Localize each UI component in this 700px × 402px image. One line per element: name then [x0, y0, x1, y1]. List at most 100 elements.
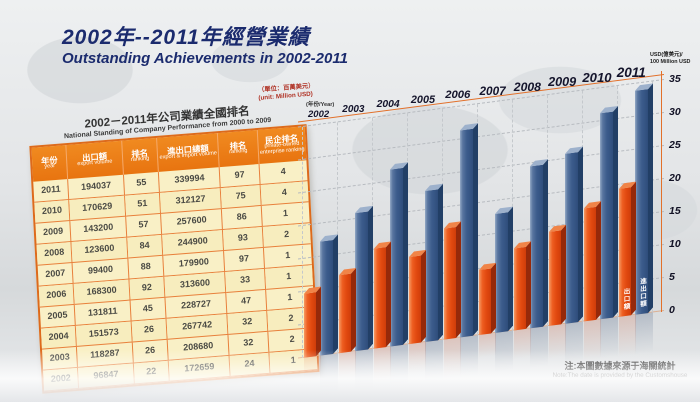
bar-front-face: 進出口額 — [635, 88, 648, 315]
page-title-en: Outstanding Achievements in 2002-2011 — [62, 50, 348, 68]
bar-side-face — [508, 206, 513, 332]
bar-group-2002 — [304, 113, 340, 396]
bar-group-2006 — [444, 95, 480, 379]
export-volume-bar — [409, 249, 426, 345]
page-title: 2002年--2011年經營業績 Outstanding Achievement… — [62, 26, 348, 67]
total-volume-bar — [530, 159, 548, 329]
page-title-zh: 2002年--2011年經營業績 — [62, 26, 310, 49]
bar-front-face — [584, 206, 596, 322]
bar-side-face — [368, 205, 373, 350]
bar-front-face — [600, 111, 613, 320]
bar-front-face — [444, 227, 456, 340]
table-cell: 2006 — [38, 283, 76, 308]
column-header: 進出口總額 export & import volume — [157, 133, 220, 172]
bar-group-2008 — [514, 86, 550, 369]
bar-front-face — [425, 189, 438, 343]
y-axis-tick: 5 — [669, 271, 675, 283]
export-volume-bar — [374, 241, 391, 349]
bar-side-face — [456, 221, 461, 339]
bar-reflection — [635, 312, 653, 355]
y-axis-tick: 25 — [669, 139, 681, 151]
y-axis-tick: 0 — [669, 304, 675, 316]
bar-group-2011: 進出口額 出口額 — [619, 72, 655, 357]
bar-front-face — [409, 255, 421, 345]
total-volume-bar — [565, 146, 583, 324]
y-axis-unit-label: USD(億美元)/ 100 Million USD — [650, 52, 690, 66]
bar-label: 進出口額 — [638, 277, 646, 309]
y-axis-tick: 35 — [669, 73, 681, 85]
bar-front-face — [355, 211, 368, 352]
table-cell: 26 — [131, 318, 168, 343]
bar-side-face — [491, 262, 496, 334]
bar-front-face — [530, 165, 543, 329]
column-header: 排名 ranking — [121, 137, 160, 175]
table-cell: 57 — [125, 213, 163, 238]
total-volume-bar — [355, 205, 373, 352]
bar-side-face — [613, 106, 618, 318]
bar-front-face: 出口額 — [619, 187, 631, 317]
bar-front-face — [390, 168, 403, 347]
bar-front-face — [479, 268, 491, 336]
total-volume-bar: 進出口額 — [635, 83, 653, 315]
table-cell: 51 — [124, 192, 162, 217]
total-volume-bar — [495, 206, 513, 333]
bar-front-face — [460, 128, 473, 338]
total-volume-bar — [390, 162, 408, 347]
table-cell: 2005 — [39, 304, 77, 329]
bar-side-face — [316, 286, 321, 357]
bar-side-face — [561, 224, 566, 325]
table-cell: 55 — [123, 171, 161, 196]
y-axis-tick: 10 — [669, 238, 681, 250]
gridline-vertical — [302, 126, 303, 359]
export-volume-bar — [304, 286, 321, 358]
bar-side-face — [526, 241, 531, 329]
export-volume-bar — [514, 241, 531, 331]
table-cell: 2011 — [33, 178, 70, 203]
bar-front-face — [320, 239, 333, 356]
bar-side-face — [403, 162, 408, 345]
bar-group-2005 — [409, 99, 445, 383]
table-cell: 2010 — [34, 199, 71, 224]
bar-side-face — [578, 146, 583, 323]
export-volume-bar — [444, 221, 461, 340]
bar-front-face — [514, 247, 526, 331]
bar-front-face — [374, 246, 386, 349]
export-volume-bar — [549, 224, 566, 326]
y-axis-tick: 15 — [669, 205, 681, 217]
export-volume-bar — [584, 201, 601, 322]
bar-front-face — [304, 292, 316, 358]
bar-front-face — [549, 230, 561, 326]
y-axis-tick: 30 — [669, 106, 681, 118]
table-cell: 2004 — [40, 325, 78, 350]
bar-group-2009 — [549, 81, 585, 364]
column-header: 排名 ranking — [218, 130, 260, 168]
table-cell: 2007 — [37, 262, 75, 287]
bar-label: 出口額 — [622, 287, 629, 311]
y-axis-line — [661, 71, 662, 312]
total-volume-bar — [460, 122, 478, 338]
bar-front-face — [565, 151, 578, 324]
bar-front-face — [495, 212, 508, 333]
bar-side-face — [333, 234, 338, 354]
bar-side-face — [386, 241, 391, 348]
bar-front-face — [339, 273, 351, 354]
bar-side-face — [438, 183, 443, 341]
bar-group-2003 — [339, 109, 375, 392]
export-volume-bar — [339, 268, 356, 354]
bar-side-face — [648, 83, 653, 314]
bar-side-face — [631, 181, 636, 316]
export-volume-bar — [479, 262, 496, 336]
floor-highlight — [0, 350, 700, 402]
bar-group-2007 — [479, 90, 515, 373]
bar-side-face — [421, 249, 426, 343]
y-axis-tick: 20 — [669, 172, 681, 184]
bar-side-face — [596, 201, 601, 320]
table-cell: 2008 — [36, 241, 74, 266]
y-axis-unit-en: 100 Million USD — [650, 59, 691, 66]
table-cell: 92 — [129, 276, 166, 301]
bar-side-face — [543, 159, 548, 327]
bar-group-2010 — [584, 77, 620, 361]
table-cell: 88 — [128, 255, 165, 280]
table-cell: 84 — [126, 234, 164, 259]
total-volume-bar — [425, 183, 443, 343]
